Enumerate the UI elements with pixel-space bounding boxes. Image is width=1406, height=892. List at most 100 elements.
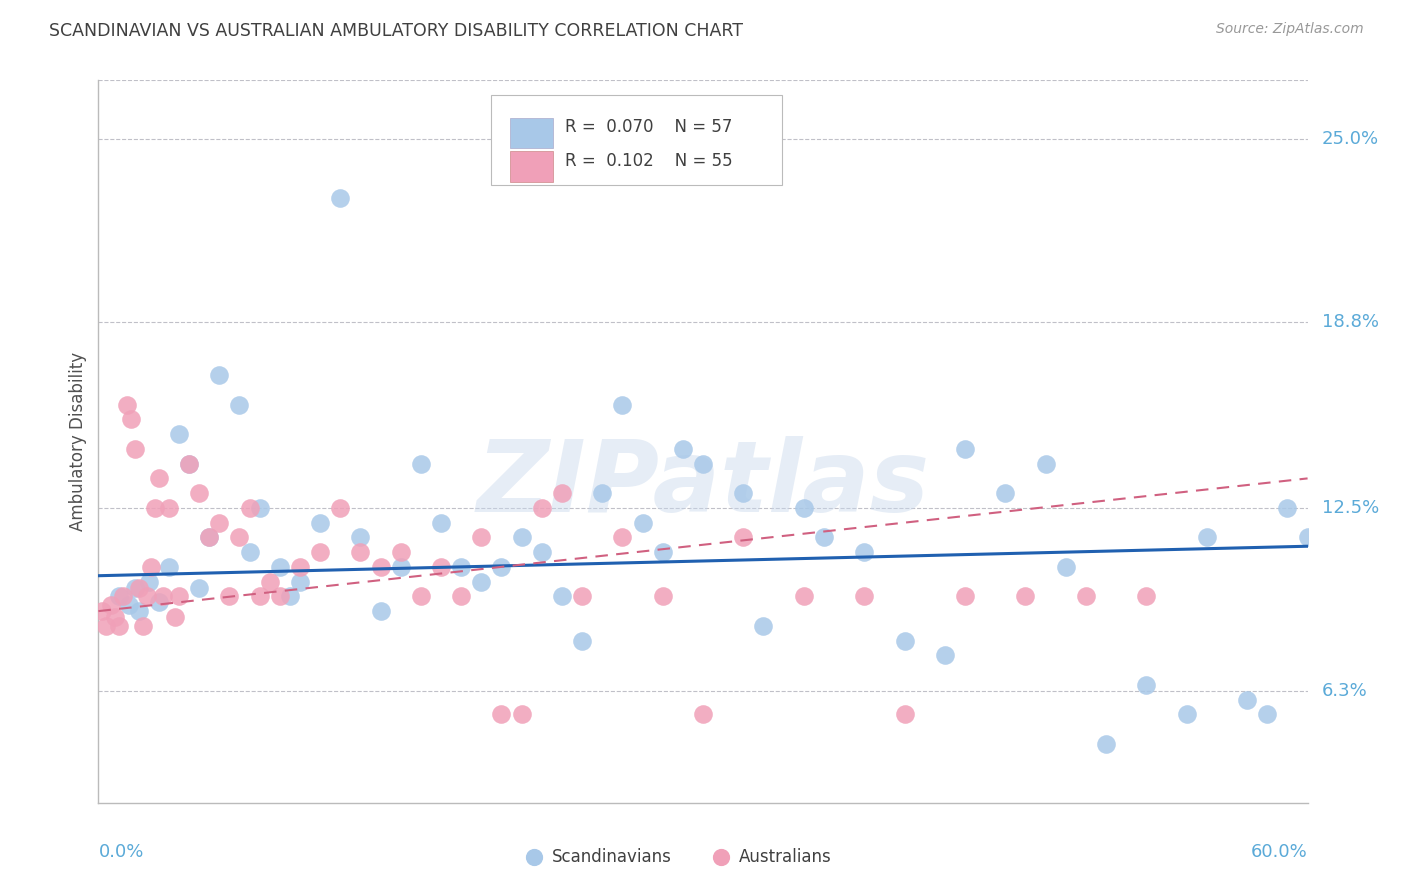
Point	[259, 574, 281, 589]
Point	[1135, 590, 1157, 604]
Point	[269, 560, 291, 574]
Point	[107, 590, 129, 604]
Text: R =  0.070    N = 57: R = 0.070 N = 57	[565, 119, 733, 136]
Point	[934, 648, 956, 663]
Point	[148, 595, 170, 609]
Point	[167, 590, 190, 604]
Point	[1256, 707, 1278, 722]
Point	[510, 530, 533, 544]
Point	[1277, 500, 1299, 515]
Point	[309, 545, 332, 559]
Point	[239, 500, 262, 515]
Point	[370, 604, 392, 618]
Point	[953, 442, 976, 456]
Point	[228, 398, 250, 412]
Point	[530, 545, 553, 559]
Point	[631, 516, 654, 530]
Point	[733, 486, 755, 500]
Point	[188, 581, 211, 595]
Point	[470, 530, 492, 544]
Point	[179, 457, 201, 471]
Point	[329, 500, 352, 515]
Point	[208, 368, 231, 383]
Point	[97, 871, 120, 886]
Point	[1095, 737, 1118, 751]
Point	[793, 590, 815, 604]
Point	[288, 574, 311, 589]
Text: R =  0.102    N = 55: R = 0.102 N = 55	[565, 153, 733, 170]
Point	[1175, 707, 1198, 722]
Point	[100, 598, 122, 612]
Text: 18.8%: 18.8%	[1322, 313, 1379, 331]
Point	[198, 530, 221, 544]
Point	[132, 619, 155, 633]
Point	[157, 560, 180, 574]
Y-axis label: Ambulatory Disability: Ambulatory Disability	[69, 352, 87, 531]
Point	[249, 590, 271, 604]
Point	[349, 530, 371, 544]
FancyBboxPatch shape	[492, 95, 782, 185]
Point	[152, 590, 174, 604]
Text: 0.0%: 0.0%	[98, 843, 143, 861]
Point	[389, 560, 412, 574]
Point	[752, 619, 775, 633]
Point	[148, 471, 170, 485]
Point	[278, 590, 301, 604]
Point	[450, 560, 472, 574]
Point	[571, 590, 593, 604]
Point	[111, 590, 134, 604]
Point	[853, 545, 876, 559]
Point	[491, 707, 513, 722]
Point	[128, 581, 150, 595]
Point	[1054, 560, 1077, 574]
Point	[612, 398, 634, 412]
Point	[651, 545, 673, 559]
Point	[1135, 678, 1157, 692]
Point	[893, 633, 915, 648]
Point	[218, 590, 240, 604]
Point	[651, 590, 673, 604]
Point	[470, 574, 492, 589]
Point	[269, 590, 291, 604]
Point	[138, 574, 160, 589]
Point	[120, 412, 142, 426]
Point	[1074, 590, 1097, 604]
Point	[551, 486, 574, 500]
Point	[430, 560, 453, 574]
Point	[107, 619, 129, 633]
Text: Australians: Australians	[740, 848, 832, 866]
Point	[893, 707, 915, 722]
Point	[288, 560, 311, 574]
Point	[491, 560, 513, 574]
Point	[370, 560, 392, 574]
Point	[571, 633, 593, 648]
Point	[94, 871, 117, 886]
Point	[1195, 530, 1218, 544]
Point	[409, 457, 432, 471]
Point	[249, 500, 271, 515]
Point	[389, 545, 412, 559]
Point	[692, 457, 714, 471]
Text: 12.5%: 12.5%	[1322, 499, 1379, 516]
Point	[91, 604, 114, 618]
Point	[672, 442, 695, 456]
Text: 6.3%: 6.3%	[1322, 681, 1368, 699]
Point	[135, 590, 157, 604]
Point	[510, 707, 533, 722]
Point	[853, 590, 876, 604]
Point	[551, 590, 574, 604]
Point	[188, 486, 211, 500]
Point	[1236, 692, 1258, 706]
Point	[1014, 590, 1036, 604]
Point	[813, 530, 835, 544]
Point	[115, 398, 138, 412]
FancyBboxPatch shape	[509, 152, 553, 182]
Text: 25.0%: 25.0%	[1322, 130, 1379, 148]
Point	[157, 500, 180, 515]
Point	[124, 442, 146, 456]
Point	[612, 530, 634, 544]
Point	[1035, 457, 1057, 471]
Point	[692, 707, 714, 722]
Text: Scandinavians: Scandinavians	[551, 848, 672, 866]
Point	[450, 590, 472, 604]
